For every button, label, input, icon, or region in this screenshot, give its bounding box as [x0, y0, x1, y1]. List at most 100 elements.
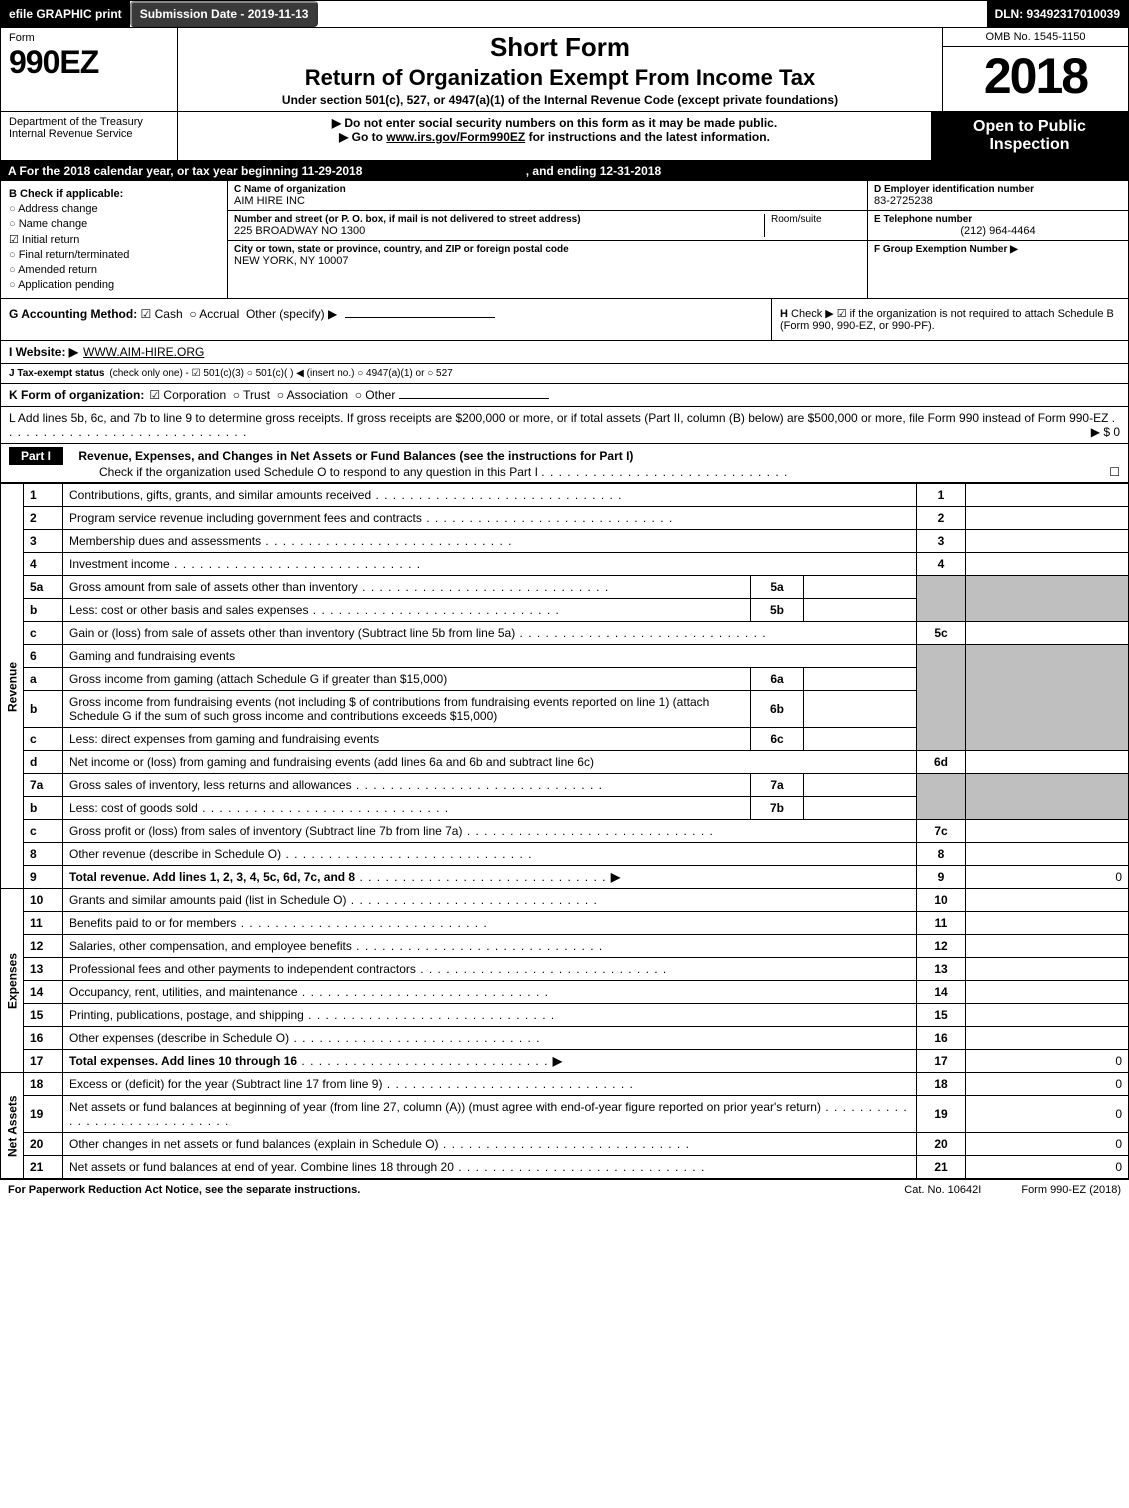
mini-value: [804, 668, 917, 691]
tax-year: 2018: [943, 47, 1128, 105]
address-change-checkbox[interactable]: Address change: [9, 203, 219, 215]
section-def: D Employer identification number 83-2725…: [867, 181, 1128, 298]
form-title: Return of Organization Exempt From Incom…: [186, 65, 934, 91]
room-suite-label: Room/suite: [764, 214, 861, 237]
line-ref: 21: [917, 1156, 966, 1179]
line-desc: Benefits paid to or for members: [63, 912, 917, 935]
line-desc: Net assets or fund balances at beginning…: [63, 1096, 917, 1133]
g-label: G Accounting Method:: [9, 307, 137, 321]
line-value: [966, 958, 1129, 981]
part1-tab: Part I: [9, 447, 63, 465]
cash-checkbox[interactable]: ☑ Cash: [141, 307, 183, 321]
line-number: 6: [24, 645, 63, 668]
mini-value: [804, 774, 917, 797]
line-ref: 5c: [917, 622, 966, 645]
ein-value: 83-2725238: [874, 195, 1122, 207]
other-org-input[interactable]: [399, 398, 549, 399]
j-label: J Tax-exempt status: [9, 368, 104, 379]
table-row: 4 Investment income 4: [1, 553, 1129, 576]
line-number: 10: [24, 889, 63, 912]
accrual-checkbox[interactable]: ○ Accrual: [189, 307, 239, 321]
table-row: 9 Total revenue. Add lines 1, 2, 3, 4, 5…: [1, 866, 1129, 889]
grey-cell: [966, 576, 1129, 622]
line-ref: 11: [917, 912, 966, 935]
c-label: C Name of organization: [234, 184, 861, 195]
line-number: 15: [24, 1004, 63, 1027]
amended-return-checkbox[interactable]: Amended return: [9, 264, 219, 276]
line-value: [966, 820, 1129, 843]
grey-cell: [917, 645, 966, 751]
name-change-checkbox[interactable]: Name change: [9, 218, 219, 230]
section-b: B Check if applicable: Address change Na…: [1, 181, 228, 298]
page-footer: For Paperwork Reduction Act Notice, see …: [0, 1179, 1129, 1200]
header-right: OMB No. 1545-1150 2018: [942, 28, 1128, 111]
instructions-cell: ▶ Do not enter social security numbers o…: [178, 112, 931, 160]
assoc-checkbox[interactable]: ○ Association: [277, 388, 348, 402]
line-number: b: [24, 797, 63, 820]
other-method-input[interactable]: [345, 317, 495, 318]
other-org-checkbox[interactable]: ○ Other: [355, 388, 396, 402]
line-number: 3: [24, 530, 63, 553]
line-ref: 3: [917, 530, 966, 553]
line-desc: Less: cost of goods sold: [63, 797, 751, 820]
open-to-public-label: Open to Public Inspection: [931, 112, 1128, 160]
table-row: Revenue 1 Contributions, gifts, grants, …: [1, 484, 1129, 507]
501c3-checkbox[interactable]: ☑ 501(c)(3): [192, 368, 244, 379]
f-label: F Group Exemption Number ▶: [874, 244, 1122, 255]
h-text: Check ▶ ☑ if the organization is not req…: [780, 308, 1114, 332]
table-row: 7a Gross sales of inventory, less return…: [1, 774, 1129, 797]
mini-ref: 5b: [751, 599, 804, 622]
submission-date-button[interactable]: Submission Date - 2019-11-13: [130, 1, 319, 27]
phone-value: (212) 964-4464: [874, 225, 1122, 237]
initial-return-checkbox[interactable]: Initial return: [9, 233, 219, 246]
line-value: [966, 530, 1129, 553]
lines-table: Revenue 1 Contributions, gifts, grants, …: [0, 483, 1129, 1179]
mini-value: [804, 691, 917, 728]
line-ref: 20: [917, 1133, 966, 1156]
l-row: L Add lines 5b, 6c, and 7b to line 9 to …: [0, 407, 1129, 444]
line-value: [966, 935, 1129, 958]
line-desc: Gaming and fundraising events: [63, 645, 917, 668]
line-number: 16: [24, 1027, 63, 1050]
h-row: H Check ▶ ☑ if the organization is not r…: [771, 299, 1128, 340]
501c-checkbox[interactable]: ○ 501(c)( ) ◀ (insert no.): [247, 368, 355, 379]
line-value: [966, 912, 1129, 935]
website-link[interactable]: WWW.AIM-HIRE.ORG: [83, 345, 204, 359]
cash-label: Cash: [155, 307, 183, 321]
final-return-checkbox[interactable]: Final return/terminated: [9, 249, 219, 261]
form-number: 990EZ: [9, 44, 169, 81]
application-pending-checkbox[interactable]: Application pending: [9, 279, 219, 291]
4947-checkbox[interactable]: ○ 4947(a)(1) or: [357, 368, 424, 379]
part1-check-o-box[interactable]: ☐: [1109, 465, 1120, 479]
l-text: L Add lines 5b, 6c, and 7b to line 9 to …: [9, 411, 1108, 425]
line-desc: Less: direct expenses from gaming and fu…: [63, 728, 751, 751]
part1-dots: [541, 465, 788, 479]
line-number: 4: [24, 553, 63, 576]
table-row: 17 Total expenses. Add lines 10 through …: [1, 1050, 1129, 1073]
527-checkbox[interactable]: ○ 527: [427, 368, 453, 379]
line-desc: Salaries, other compensation, and employ…: [63, 935, 917, 958]
line-number: 11: [24, 912, 63, 935]
group-exemption-cell: F Group Exemption Number ▶: [868, 241, 1128, 258]
mini-ref: 5a: [751, 576, 804, 599]
line-value: 0: [966, 1133, 1129, 1156]
assoc-label: Association: [287, 388, 348, 402]
line-desc: Occupancy, rent, utilities, and maintena…: [63, 981, 917, 1004]
line-number: 21: [24, 1156, 63, 1179]
dln-label: DLN: 93492317010039: [987, 1, 1128, 27]
table-row: 2 Program service revenue including gove…: [1, 507, 1129, 530]
line-value: [966, 1004, 1129, 1027]
city-row: City or town, state or province, country…: [228, 241, 867, 270]
phone-cell: E Telephone number (212) 964-4464: [868, 211, 1128, 241]
trust-checkbox[interactable]: ○ Trust: [233, 388, 270, 402]
form-id-cell: Form 990EZ: [1, 28, 178, 111]
line-number: 17: [24, 1050, 63, 1073]
city-value: NEW YORK, NY 10007: [234, 255, 861, 267]
line-number: 19: [24, 1096, 63, 1133]
line-desc: Excess or (deficit) for the year (Subtra…: [63, 1073, 917, 1096]
goto-link[interactable]: www.irs.gov/Form990EZ: [386, 130, 525, 144]
corp-checkbox[interactable]: ☑ Corporation: [149, 388, 226, 402]
revenue-rotated-label: Revenue: [1, 484, 24, 889]
street-value: 225 BROADWAY NO 1300: [234, 225, 764, 237]
line-ref: 17: [917, 1050, 966, 1073]
